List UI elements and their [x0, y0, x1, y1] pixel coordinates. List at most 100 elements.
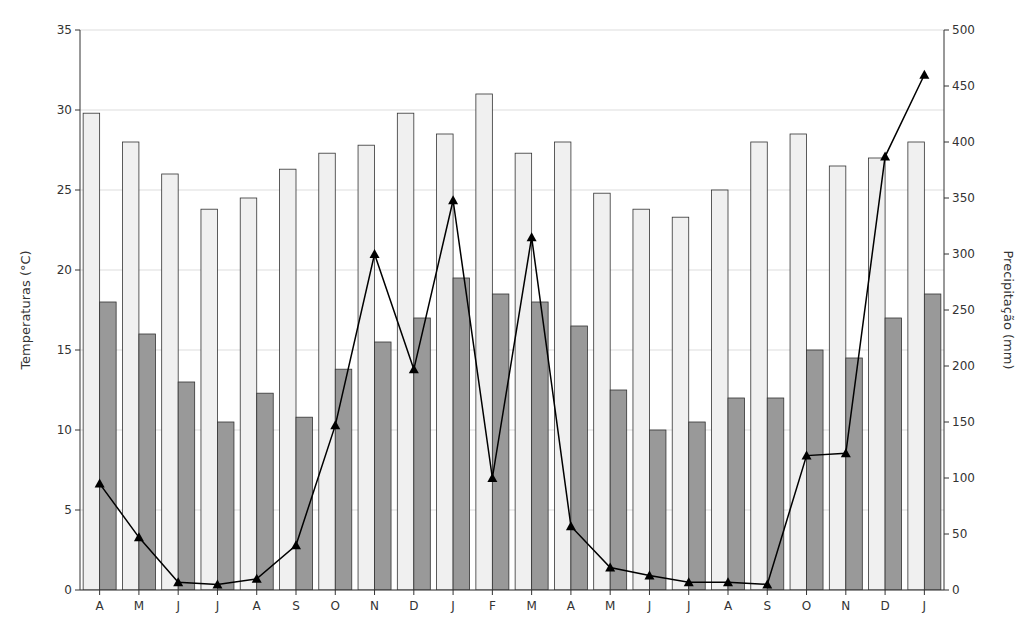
x-tick-label: A: [96, 599, 105, 613]
y-tick: [75, 430, 80, 431]
bar: [178, 382, 194, 590]
x-tick-label: M: [526, 599, 536, 613]
y-axis-line: [80, 30, 81, 590]
bar: [672, 217, 688, 590]
bar: [257, 393, 273, 590]
y2-tick: [944, 254, 949, 255]
y2-tick: [944, 534, 949, 535]
y2-tick: [944, 422, 949, 423]
bar: [240, 198, 256, 590]
marker: [448, 195, 458, 204]
x-tick: [806, 590, 807, 595]
bar: [908, 142, 924, 590]
y2-tick-label: 0: [952, 583, 960, 597]
x-tick: [217, 590, 218, 595]
marker: [252, 574, 262, 583]
bar: [571, 326, 587, 590]
x-tick-label: O: [331, 599, 340, 613]
bar: [162, 174, 178, 590]
marker: [880, 152, 890, 161]
y-tick-label: 0: [64, 583, 72, 597]
x-tick: [453, 590, 454, 595]
bar: [790, 134, 806, 590]
y2-tick: [944, 310, 949, 311]
line: [100, 75, 925, 585]
bar: [649, 430, 665, 590]
marker: [605, 563, 615, 572]
bar: [139, 334, 155, 590]
bar: [712, 190, 728, 590]
y-tick: [75, 190, 80, 191]
marker: [134, 532, 144, 541]
bar: [397, 113, 413, 590]
x-tick-label: S: [763, 599, 771, 613]
bar: [515, 153, 531, 590]
bar: [633, 209, 649, 590]
x-tick-label: J: [686, 599, 691, 613]
x-tick: [688, 590, 689, 595]
x-tick-label: J: [922, 599, 927, 613]
marker: [409, 364, 419, 373]
marks: [83, 70, 941, 590]
marker: [330, 420, 340, 429]
x-tick-label: N: [841, 599, 850, 613]
x-tick: [413, 590, 414, 595]
marker: [723, 577, 733, 586]
marker: [212, 579, 222, 588]
bar: [476, 94, 492, 590]
x-tick-label: M: [605, 599, 615, 613]
y2-tick: [944, 142, 949, 143]
x-tick-label: J: [175, 599, 180, 613]
x-tick-label: O: [802, 599, 811, 613]
bar: [689, 422, 705, 590]
grid-line: [80, 110, 944, 111]
page: {"chart_data": {"type": "bar", "categori…: [0, 0, 1024, 640]
x-tick-label: F: [489, 599, 496, 613]
bar: [453, 278, 469, 590]
grid-line: [80, 30, 944, 31]
bar: [335, 369, 351, 590]
x-tick: [178, 590, 179, 595]
y2-tick: [944, 30, 949, 31]
y-tick-label: 20: [57, 263, 72, 277]
x-tick-label: S: [292, 599, 300, 613]
bar: [767, 398, 783, 590]
y2-tick-label: 300: [952, 247, 975, 261]
y-tick-label: 10: [57, 423, 72, 437]
y2-tick-label: 100: [952, 471, 975, 485]
chart-container: 0510152025303505010015020025030035040045…: [0, 0, 1024, 640]
x-tick: [99, 590, 100, 595]
bar: [807, 350, 823, 590]
bar: [885, 318, 901, 590]
bar: [201, 209, 217, 590]
marker: [644, 570, 654, 579]
y2-tick: [944, 86, 949, 87]
chart-svg: 0510152025303505010015020025030035040045…: [0, 0, 1024, 640]
marker: [487, 473, 497, 482]
bar: [280, 169, 296, 590]
bar: [83, 113, 99, 590]
y2-tick: [944, 198, 949, 199]
bar: [554, 142, 570, 590]
marker: [919, 70, 929, 79]
y2-tick: [944, 366, 949, 367]
y-tick: [75, 110, 80, 111]
y2-tick-label: 50: [952, 527, 967, 541]
bar: [319, 153, 335, 590]
bar: [122, 142, 138, 590]
x-tick: [335, 590, 336, 595]
x-tick: [924, 590, 925, 595]
bar: [217, 422, 233, 590]
axes: 0510152025303505010015020025030035040045…: [18, 23, 1016, 613]
y2-tick-label: 250: [952, 303, 975, 317]
x-tick-label: D: [880, 599, 889, 613]
y2-tick: [944, 478, 949, 479]
x-tick: [845, 590, 846, 595]
x-tick: [138, 590, 139, 595]
y2-tick-label: 400: [952, 135, 975, 149]
x-tick: [767, 590, 768, 595]
y-tick: [75, 590, 80, 591]
x-tick: [610, 590, 611, 595]
y-tick-label: 5: [64, 503, 72, 517]
bar: [594, 193, 610, 590]
